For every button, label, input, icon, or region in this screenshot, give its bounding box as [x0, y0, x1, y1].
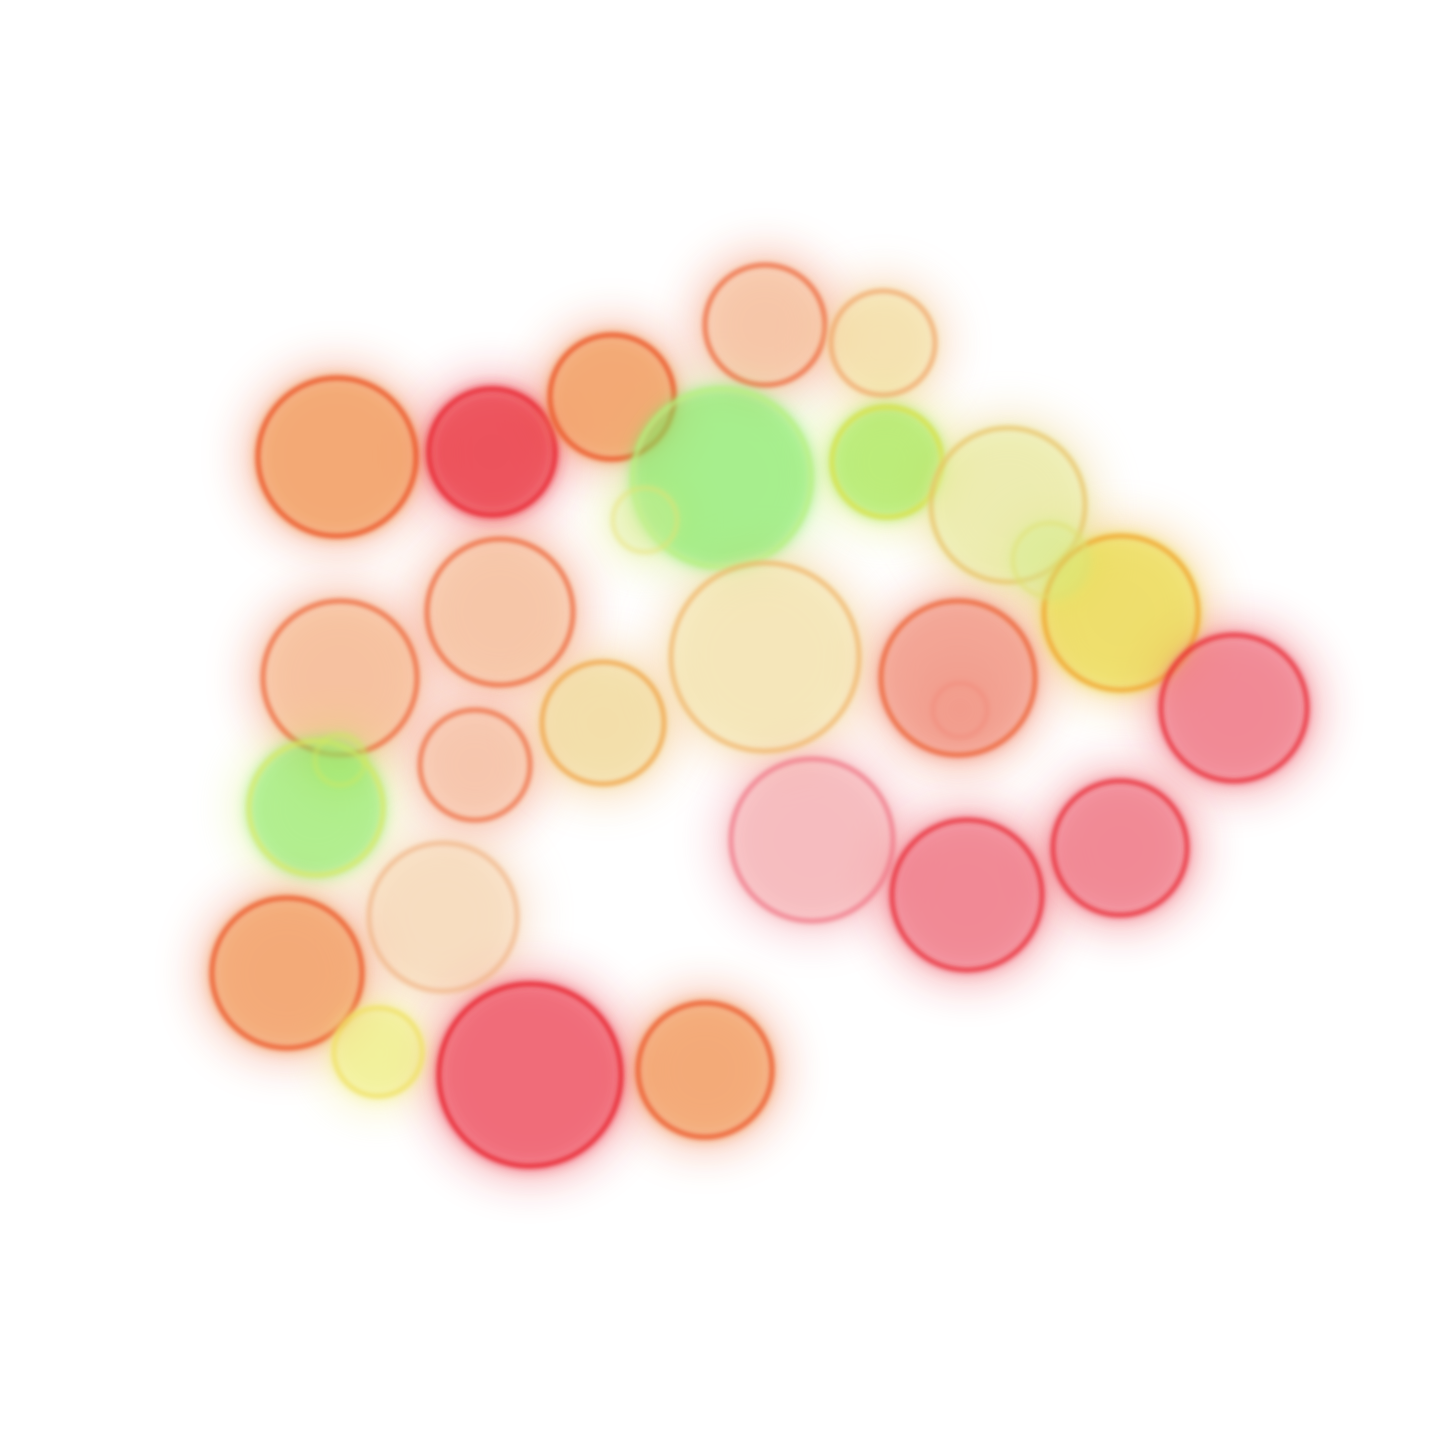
- cell-body: [702, 262, 828, 388]
- cell-body: [417, 707, 533, 823]
- cell: [209, 895, 365, 1051]
- cell-membrane: [668, 560, 862, 754]
- cell-body: [610, 485, 680, 555]
- cell: [424, 536, 576, 688]
- cell-membrane: [331, 1005, 425, 1099]
- cell-body: [426, 386, 558, 518]
- cell-membrane: [828, 288, 938, 398]
- cell: [426, 386, 558, 518]
- cell-body: [728, 756, 896, 924]
- cell-body: [878, 598, 1038, 758]
- cell: [878, 598, 1038, 758]
- cell: [1158, 632, 1310, 784]
- cell-membrane: [610, 485, 680, 555]
- cell: [1050, 778, 1190, 918]
- cell-body: [1010, 520, 1090, 600]
- cell-body: [829, 404, 945, 520]
- cell: [1010, 520, 1090, 600]
- cell-body: [260, 598, 420, 758]
- cell-body: [1158, 632, 1310, 784]
- cell-membrane: [928, 425, 1088, 585]
- cell: [728, 756, 896, 924]
- cell-body: [424, 536, 576, 688]
- cell: [366, 840, 520, 994]
- cell-membrane: [1050, 778, 1190, 918]
- cell-membrane: [1010, 520, 1090, 600]
- cell: [668, 560, 862, 754]
- cell-body: [668, 560, 862, 754]
- cell-body: [331, 1005, 425, 1099]
- cell: [610, 485, 680, 555]
- cell: [255, 375, 419, 539]
- cell-membrane: [246, 738, 386, 878]
- cell-membrane: [312, 732, 368, 788]
- cell-body: [1050, 778, 1190, 918]
- cell-membrane: [539, 659, 667, 787]
- cell-body: [889, 817, 1045, 973]
- cell-membrane: [889, 817, 1045, 973]
- cell-membrane: [436, 981, 624, 1169]
- cell: [930, 680, 990, 740]
- cell: [889, 817, 1045, 973]
- cell-membrane: [930, 680, 990, 740]
- cell-membrane: [878, 598, 1038, 758]
- cell: [828, 288, 938, 398]
- cell-membrane: [209, 895, 365, 1051]
- cell-membrane: [635, 1000, 775, 1140]
- cell: [436, 981, 624, 1169]
- cell-body: [209, 895, 365, 1051]
- cell-membrane: [547, 332, 677, 462]
- cell-membrane: [728, 756, 896, 924]
- cell-membrane: [1041, 533, 1201, 693]
- cell-membrane: [366, 840, 520, 994]
- cell-membrane: [417, 707, 533, 823]
- cell-body: [366, 840, 520, 994]
- cell-membrane: [424, 536, 576, 688]
- cell-body: [436, 981, 624, 1169]
- cell-body: [539, 659, 667, 787]
- cell-body: [635, 1000, 775, 1140]
- cell: [539, 659, 667, 787]
- cell: [635, 1000, 775, 1140]
- cell-membrane: [702, 262, 828, 388]
- cell-body: [312, 732, 368, 788]
- cell-membrane: [255, 375, 419, 539]
- cell: [417, 707, 533, 823]
- cell-membrane: [630, 386, 814, 570]
- cell: [702, 262, 828, 388]
- cell: [331, 1005, 425, 1099]
- cell-body: [930, 680, 990, 740]
- cell-body: [255, 375, 419, 539]
- cell-membrane: [1158, 632, 1310, 784]
- cell: [829, 404, 945, 520]
- cell-body: [828, 288, 938, 398]
- cell-membrane: [426, 386, 558, 518]
- cell: [312, 732, 368, 788]
